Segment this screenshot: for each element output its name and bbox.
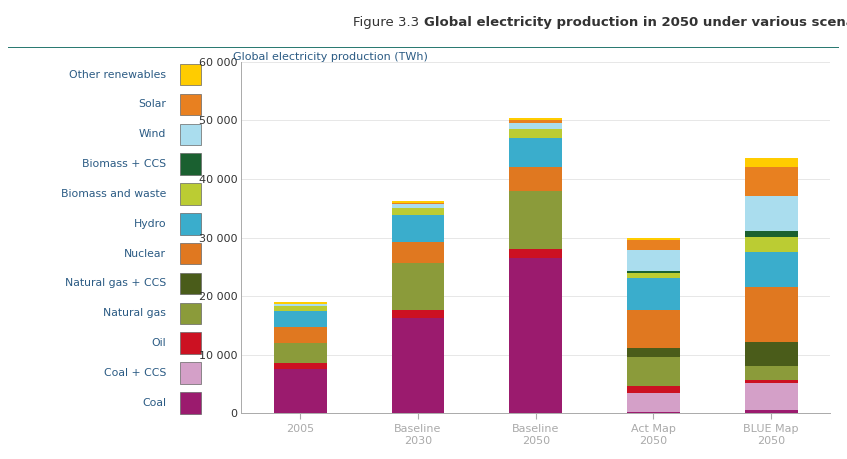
Bar <box>509 129 562 138</box>
Bar <box>180 123 201 145</box>
Bar <box>180 213 201 235</box>
Bar <box>627 393 680 412</box>
Bar <box>391 203 445 204</box>
Bar <box>745 196 798 231</box>
Text: Natural gas + CCS: Natural gas + CCS <box>65 279 166 288</box>
Bar <box>627 357 680 386</box>
Bar <box>627 273 680 278</box>
Text: Global electricity production in 2050 under various scenarios: Global electricity production in 2050 un… <box>424 16 847 29</box>
Bar <box>509 249 562 258</box>
Text: Wind: Wind <box>139 129 166 139</box>
Bar <box>180 64 201 85</box>
Bar <box>391 215 445 242</box>
Text: Hydro: Hydro <box>134 219 166 229</box>
Bar <box>274 364 327 369</box>
Bar <box>745 342 798 366</box>
Bar <box>180 302 201 324</box>
Bar <box>627 271 680 273</box>
Bar <box>745 237 798 252</box>
Bar <box>274 311 327 327</box>
Text: Natural gas: Natural gas <box>103 308 166 318</box>
Bar <box>391 242 445 263</box>
Bar <box>627 348 680 357</box>
Bar <box>509 258 562 413</box>
Bar <box>180 392 201 414</box>
Bar <box>274 327 327 343</box>
Bar <box>509 168 562 191</box>
Bar <box>391 263 445 309</box>
Bar <box>274 343 327 364</box>
Text: Figure 3.3: Figure 3.3 <box>353 16 424 29</box>
Bar <box>180 243 201 264</box>
Bar <box>745 383 798 409</box>
Text: Global electricity production (TWh): Global electricity production (TWh) <box>233 52 428 62</box>
Bar <box>509 123 562 129</box>
Bar <box>627 278 680 310</box>
Bar <box>391 208 445 215</box>
Bar <box>391 309 445 318</box>
Bar <box>745 231 798 237</box>
Bar <box>627 386 680 393</box>
Bar <box>274 304 327 306</box>
Bar <box>391 318 445 413</box>
Bar <box>274 369 327 413</box>
Text: Coal: Coal <box>142 398 166 408</box>
Text: Nuclear: Nuclear <box>125 249 166 258</box>
Bar <box>391 204 445 208</box>
Bar <box>509 120 562 123</box>
Text: Solar: Solar <box>138 100 166 109</box>
Bar <box>627 238 680 241</box>
Bar <box>745 366 798 381</box>
Bar <box>509 118 562 120</box>
Bar <box>180 94 201 115</box>
Bar <box>509 190 562 249</box>
Bar <box>391 201 445 203</box>
Bar <box>180 183 201 205</box>
Bar <box>627 251 680 271</box>
Bar <box>627 412 680 413</box>
Bar <box>745 158 798 167</box>
Bar <box>627 310 680 348</box>
Text: Coal + CCS: Coal + CCS <box>103 368 166 378</box>
Bar <box>509 138 562 167</box>
Bar <box>745 381 798 383</box>
Bar <box>180 273 201 294</box>
Text: Biomass and waste: Biomass and waste <box>61 189 166 199</box>
Bar <box>745 287 798 342</box>
Text: Biomass + CCS: Biomass + CCS <box>82 159 166 169</box>
Text: Oil: Oil <box>152 338 166 348</box>
Bar <box>180 332 201 354</box>
Bar <box>745 167 798 196</box>
Text: Other renewables: Other renewables <box>69 70 166 79</box>
Bar <box>627 241 680 251</box>
Bar <box>745 409 798 413</box>
Bar <box>274 306 327 311</box>
Bar <box>180 362 201 384</box>
Bar <box>180 153 201 175</box>
Bar <box>745 252 798 287</box>
Bar <box>274 302 327 304</box>
